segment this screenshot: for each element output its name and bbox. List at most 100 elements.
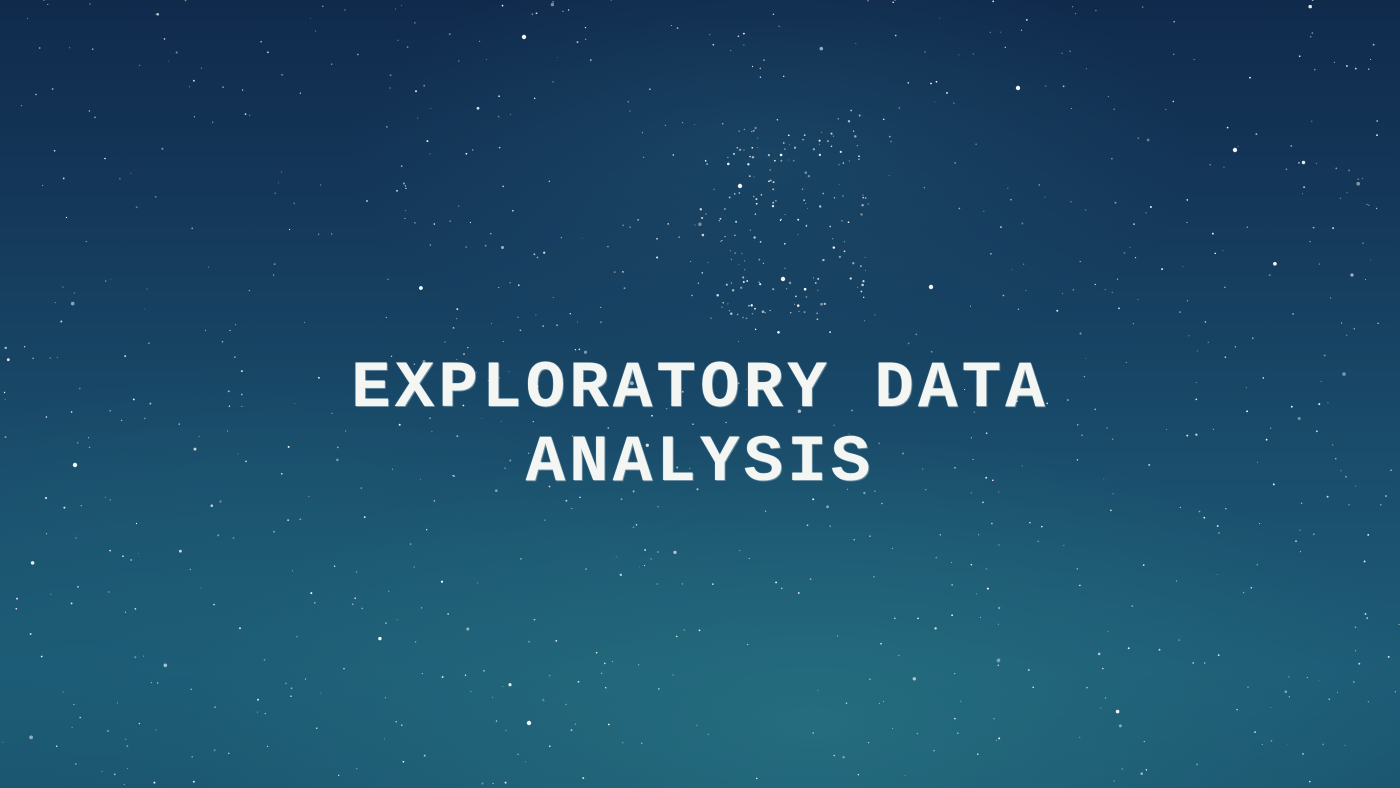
star [331, 412, 333, 415]
star [1312, 533, 1315, 536]
star [1309, 35, 1312, 38]
star [576, 321, 579, 323]
star [803, 134, 806, 136]
star [758, 258, 761, 261]
star [888, 393, 890, 395]
star [137, 553, 139, 554]
star [780, 159, 783, 162]
star [294, 403, 296, 404]
star [456, 359, 458, 360]
star [469, 221, 471, 224]
star [387, 278, 389, 280]
star [498, 95, 500, 98]
star [38, 47, 41, 49]
star [754, 328, 757, 331]
star [1112, 493, 1114, 495]
star [599, 469, 603, 473]
star [544, 519, 546, 521]
star [1145, 769, 1148, 771]
star [1186, 199, 1189, 201]
star [803, 311, 806, 314]
star [1104, 288, 1106, 290]
star [134, 608, 137, 610]
star [1118, 724, 1122, 728]
star [1300, 502, 1303, 505]
star [863, 296, 865, 298]
star [1342, 372, 1346, 376]
star [671, 24, 673, 26]
star [531, 13, 534, 15]
star [1314, 69, 1316, 71]
star [1330, 297, 1332, 299]
star [957, 732, 959, 734]
star [429, 153, 431, 155]
star [712, 43, 715, 46]
star [1106, 427, 1108, 429]
star [560, 237, 562, 239]
star [990, 253, 992, 255]
star [400, 165, 403, 167]
star [1292, 313, 1294, 315]
star [578, 348, 581, 351]
star [635, 524, 638, 526]
star [970, 563, 973, 566]
star [1270, 427, 1272, 429]
star [1298, 55, 1301, 58]
star [1339, 197, 1341, 199]
star [757, 137, 759, 139]
star [759, 67, 762, 70]
star [707, 733, 709, 735]
star [734, 252, 736, 254]
star [826, 505, 830, 509]
star [1246, 226, 1248, 228]
star [110, 279, 112, 281]
star [441, 676, 444, 678]
star [80, 505, 82, 507]
star [1046, 402, 1049, 405]
star [483, 669, 486, 672]
star [495, 489, 498, 492]
star [245, 460, 247, 463]
star [1308, 780, 1311, 783]
star [1010, 198, 1012, 201]
star [1110, 509, 1112, 512]
star [724, 368, 726, 371]
star [320, 692, 322, 694]
star [509, 459, 512, 462]
star [4, 346, 7, 350]
star [423, 754, 426, 757]
star [1357, 178, 1360, 181]
star [973, 411, 975, 413]
star [42, 184, 44, 186]
star [867, 203, 869, 205]
star [237, 453, 239, 455]
star [363, 516, 366, 519]
star [817, 277, 820, 280]
star [607, 427, 609, 429]
star [757, 147, 759, 149]
star [958, 207, 961, 210]
star [1350, 273, 1354, 277]
star [583, 350, 588, 354]
star [343, 668, 345, 670]
star [982, 501, 984, 504]
star [124, 355, 127, 358]
star [433, 223, 436, 225]
star [584, 26, 587, 29]
star [754, 213, 757, 215]
star [1011, 269, 1013, 271]
star [396, 619, 398, 621]
star [389, 74, 392, 77]
star [862, 280, 865, 283]
star [797, 409, 802, 413]
star [357, 53, 359, 56]
star [221, 340, 224, 343]
star [753, 236, 756, 239]
star [1247, 686, 1249, 689]
star [748, 557, 750, 560]
star [622, 271, 624, 273]
star [1250, 587, 1253, 589]
star [491, 696, 494, 698]
star [788, 281, 792, 285]
star [135, 522, 138, 525]
